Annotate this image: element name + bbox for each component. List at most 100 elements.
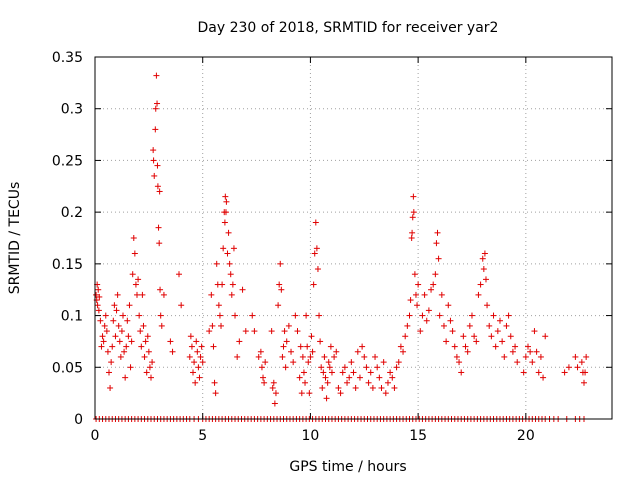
data-point bbox=[107, 384, 114, 391]
data-point bbox=[468, 312, 475, 319]
data-point bbox=[449, 328, 456, 335]
data-point bbox=[458, 369, 465, 376]
data-point bbox=[102, 312, 109, 319]
data-point bbox=[132, 281, 139, 288]
data-point bbox=[503, 322, 510, 329]
data-point bbox=[154, 183, 161, 190]
data-point bbox=[152, 105, 159, 112]
data-point bbox=[294, 328, 301, 335]
data-point bbox=[169, 348, 176, 355]
data-point bbox=[178, 302, 185, 309]
data-point bbox=[223, 198, 230, 205]
data-point bbox=[239, 286, 246, 293]
data-point bbox=[112, 333, 119, 340]
data-point bbox=[473, 338, 480, 345]
data-point bbox=[131, 250, 138, 257]
data-point bbox=[97, 317, 104, 324]
data-point bbox=[228, 291, 235, 298]
data-point bbox=[296, 374, 303, 381]
data-point bbox=[408, 235, 415, 241]
data-point bbox=[307, 353, 314, 360]
data-point bbox=[94, 302, 101, 309]
data-point bbox=[438, 291, 445, 298]
data-point bbox=[313, 245, 320, 252]
data-point bbox=[460, 333, 467, 340]
x-tick-label: 20 bbox=[517, 428, 535, 444]
data-point bbox=[482, 276, 489, 283]
data-point bbox=[192, 379, 199, 386]
data-point bbox=[176, 271, 183, 278]
data-point bbox=[466, 322, 473, 329]
data-point bbox=[395, 359, 402, 366]
data-point bbox=[414, 302, 421, 309]
data-point bbox=[222, 209, 229, 216]
data-point bbox=[522, 353, 529, 360]
data-point bbox=[464, 348, 471, 355]
data-point bbox=[496, 317, 503, 324]
data-point bbox=[232, 312, 239, 319]
data-point bbox=[580, 379, 587, 386]
data-point bbox=[122, 374, 129, 381]
data-point bbox=[404, 322, 411, 329]
y-tick-label: 0.3 bbox=[61, 102, 83, 118]
data-point bbox=[363, 364, 370, 371]
data-point bbox=[477, 281, 484, 288]
data-point bbox=[157, 286, 164, 293]
grid-lines bbox=[95, 57, 612, 419]
data-point bbox=[462, 343, 469, 350]
data-point bbox=[234, 353, 241, 360]
data-point bbox=[199, 359, 206, 366]
data-point bbox=[407, 297, 414, 304]
data-point bbox=[527, 348, 534, 355]
y-tick-label: 0.1 bbox=[61, 309, 83, 325]
data-point bbox=[151, 172, 158, 179]
data-point bbox=[118, 328, 125, 335]
data-point bbox=[188, 343, 195, 350]
data-point bbox=[389, 374, 396, 381]
data-point bbox=[486, 322, 493, 329]
data-point bbox=[490, 312, 497, 319]
data-point bbox=[111, 302, 118, 309]
data-point bbox=[206, 328, 213, 335]
data-point bbox=[279, 353, 286, 360]
data-point bbox=[415, 281, 422, 288]
data-point bbox=[346, 374, 353, 381]
data-point bbox=[156, 188, 163, 195]
data-point bbox=[186, 353, 193, 360]
data-point bbox=[542, 333, 549, 340]
data-point bbox=[213, 260, 220, 267]
data-point bbox=[507, 333, 514, 340]
data-point bbox=[303, 312, 310, 319]
axis-ticks bbox=[94, 56, 612, 420]
data-point bbox=[282, 364, 289, 371]
data-point bbox=[582, 369, 589, 376]
data-point bbox=[317, 338, 324, 345]
data-point bbox=[292, 312, 299, 319]
data-point bbox=[297, 343, 304, 350]
data-point bbox=[492, 343, 499, 350]
y-tick-label: 0 bbox=[74, 412, 83, 428]
data-point bbox=[154, 162, 161, 169]
data-point bbox=[387, 369, 394, 376]
data-point bbox=[128, 338, 135, 345]
data-point bbox=[299, 353, 306, 360]
data-point bbox=[412, 291, 419, 298]
data-point bbox=[512, 343, 519, 350]
data-point bbox=[324, 379, 331, 386]
data-point bbox=[255, 353, 262, 360]
data-point bbox=[148, 374, 155, 381]
data-point bbox=[393, 364, 400, 371]
data-point bbox=[146, 364, 153, 371]
data-point bbox=[417, 328, 424, 335]
data-point bbox=[117, 353, 124, 360]
data-point bbox=[283, 338, 290, 345]
data-point bbox=[103, 328, 110, 335]
data-point bbox=[365, 379, 372, 386]
data-point bbox=[535, 369, 542, 376]
data-point bbox=[104, 348, 111, 355]
data-point bbox=[359, 343, 366, 350]
data-point bbox=[156, 240, 163, 247]
data-point bbox=[225, 229, 232, 236]
data-point bbox=[311, 250, 318, 257]
data-point bbox=[411, 271, 418, 278]
